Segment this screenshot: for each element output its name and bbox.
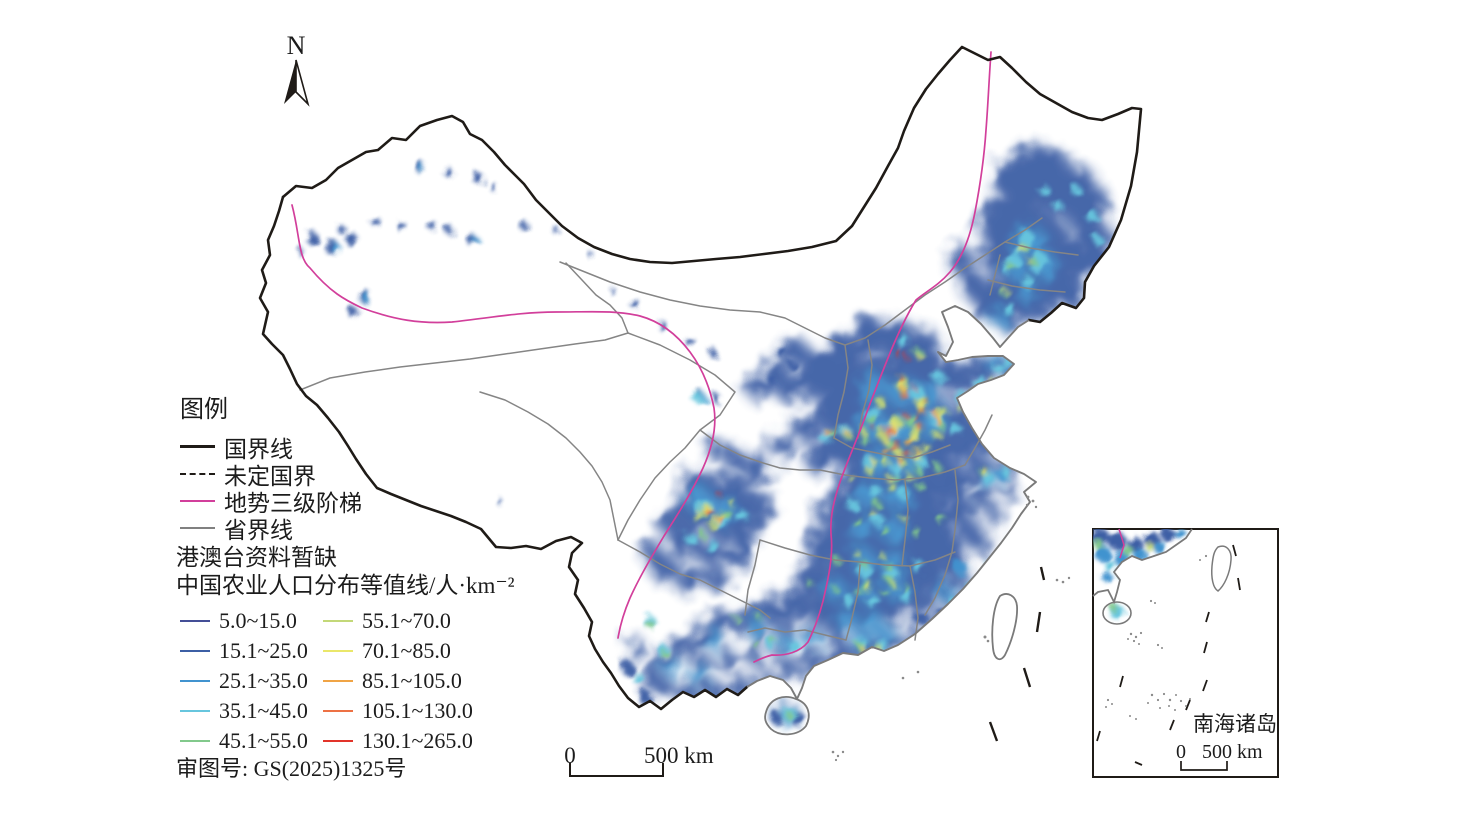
legend-title: 图例	[180, 397, 228, 423]
legend-line-swatch	[180, 445, 215, 448]
legend-class-swatch	[180, 650, 210, 652]
inset-dash-line	[1096, 544, 1241, 766]
legend-line-label: 省界线	[224, 517, 293, 543]
legend-class-swatch	[180, 710, 210, 712]
legend-line-items: 国界线 未定国界 地势三级阶梯 省界线	[180, 433, 362, 543]
inset-terrain-step-line	[1118, 528, 1125, 559]
legend-line-swatch	[180, 499, 215, 502]
national-border	[258, 45, 1143, 711]
legend-class-range: 70.1~85.0	[362, 638, 451, 663]
legend-class-swatch	[180, 620, 210, 622]
legend-line-item: 地势三级阶梯	[180, 487, 362, 516]
province-boundaries	[299, 217, 1079, 641]
legend-class-swatch	[323, 740, 353, 742]
density-soft-layer	[627, 144, 1114, 725]
legend-line-item: 国界线	[180, 433, 362, 462]
legend-class-item: 105.1~130.0	[323, 696, 473, 726]
legend-line-label: 地势三级阶梯	[224, 490, 362, 516]
legend-line-item: 未定国界	[180, 460, 362, 489]
legend-class-swatch	[323, 650, 353, 652]
legend-class-range: 25.1~35.0	[219, 668, 308, 693]
legend-class-range: 15.1~25.0	[219, 638, 308, 663]
legend-line-label: 未定国界	[224, 463, 316, 489]
legend-class-range: 130.1~265.0	[362, 728, 473, 753]
legend-class-item: 45.1~55.0	[180, 726, 323, 756]
inset-scale-start-label: 0	[1176, 741, 1186, 763]
legend-line-item: 省界线	[180, 514, 362, 543]
legend-class-item: 25.1~35.0	[180, 666, 323, 696]
coastline	[746, 305, 1037, 700]
scale-bar-end-label: 500 km	[644, 743, 714, 768]
inset-coastline	[1092, 528, 1193, 605]
legend-class-item: 15.1~25.0	[180, 636, 323, 666]
legend-class-range: 35.1~45.0	[219, 698, 308, 723]
scale-bar-inset	[1180, 761, 1228, 771]
legend-line-swatch	[180, 526, 215, 529]
legend-series-title: 中国农业人口分布等值线/人·km⁻²	[176, 573, 515, 598]
scale-bar-start-label: 0	[564, 743, 576, 768]
legend-class-range: 85.1~105.0	[362, 668, 462, 693]
undetermined-border-dashes	[988, 566, 1046, 742]
legend-class-range: 5.0~15.0	[219, 608, 297, 633]
legend-class-range: 105.1~130.0	[362, 698, 473, 723]
inset-islet-dots	[1105, 554, 1208, 720]
terrain-step-line-plateau	[291, 204, 716, 639]
islet-dots	[831, 495, 1071, 762]
inset-title: 南海诸岛	[1193, 712, 1277, 736]
hainan-outline	[764, 696, 810, 736]
legend-class-range: 45.1~55.0	[219, 728, 308, 753]
inset-taiwan-outline	[1211, 545, 1232, 592]
terrain-step-line-east	[753, 51, 992, 663]
legend-class-swatch	[323, 710, 353, 712]
terrain-step-lines	[291, 51, 992, 663]
north-arrow-icon	[284, 59, 310, 107]
legend-class-swatch	[323, 680, 353, 682]
legend-class-items: 5.0~15.0 55.1~70.0 15.1~25.0 70.1~85.0 25.1~…	[180, 606, 473, 756]
north-label: N	[286, 31, 306, 60]
inset-scale-end-label: 500 km	[1202, 741, 1263, 763]
legend-line-label: 国界线	[224, 436, 293, 462]
legend-class-item: 55.1~70.0	[323, 606, 473, 636]
legend-line-swatch	[180, 472, 215, 475]
inset-hainan-outline	[1102, 601, 1132, 625]
legend-class-swatch	[180, 680, 210, 682]
legend-class-item: 130.1~265.0	[323, 726, 473, 756]
legend-class-item: 85.1~105.0	[323, 666, 473, 696]
legend-note-missing-data: 港澳台资料暂缺	[176, 545, 337, 570]
inset-south-china-sea	[1092, 528, 1279, 778]
inset-density-layer	[1093, 529, 1185, 619]
taiwan-outline	[991, 593, 1018, 661]
legend-class-item: 5.0~15.0	[180, 606, 323, 636]
islands	[764, 495, 1071, 762]
legend-class-item: 35.1~45.0	[180, 696, 323, 726]
legend-class-swatch	[180, 740, 210, 742]
legend-class-swatch	[323, 620, 353, 622]
scale-bar-main	[569, 763, 664, 777]
legend-class-item: 70.1~85.0	[323, 636, 473, 666]
map-approval-number: 审图号: GS(2025)1325号	[176, 756, 407, 781]
legend-class-range: 55.1~70.0	[362, 608, 451, 633]
